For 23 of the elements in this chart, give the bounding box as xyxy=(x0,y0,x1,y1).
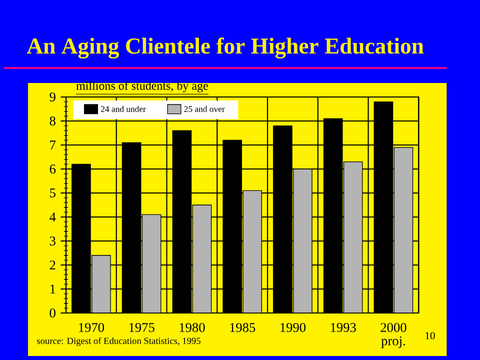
x-tick-label: 1970 xyxy=(79,323,104,332)
y-tick-label: 0 xyxy=(50,308,56,318)
legend-label: 25 and over xyxy=(184,106,225,112)
source-note: source: Digest of Education Statistics, 1995 xyxy=(37,337,200,346)
y-tick-label: 8 xyxy=(50,116,56,126)
y-axis-title: millions of students, by age xyxy=(76,81,208,92)
y-tick-label: 3 xyxy=(50,236,56,246)
x-tick-label: 2000 proj. xyxy=(380,323,406,348)
chart-title: An Aging Clientele for Higher Education xyxy=(26,38,424,58)
y-tick-label: 6 xyxy=(50,164,56,174)
legend-label: 24 and under xyxy=(101,106,146,112)
x-tick-label: 1990 xyxy=(280,323,306,332)
y-tick-label: 1 xyxy=(50,284,56,294)
y-tick-label: 4 xyxy=(50,212,56,222)
x-tick-label: 1980 xyxy=(180,323,205,332)
x-tick-label: 1993 xyxy=(330,323,356,332)
x-tick-label: 1985 xyxy=(230,323,256,332)
x-tick-label: 1975 xyxy=(129,323,154,332)
y-tick-label: 7 xyxy=(50,140,56,150)
y-tick-label: 2 xyxy=(50,260,56,270)
text: 10 xyxy=(426,332,435,340)
y-tick-label: 5 xyxy=(50,188,56,198)
y-tick-label: 9 xyxy=(50,92,56,102)
